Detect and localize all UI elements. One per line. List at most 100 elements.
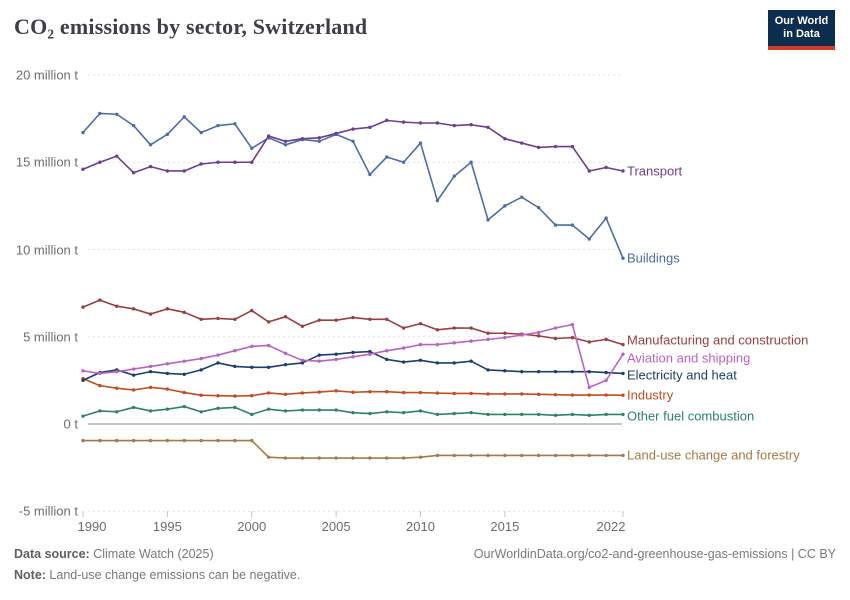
data-point[interactable] — [486, 125, 490, 130]
data-point[interactable] — [115, 410, 119, 414]
data-point[interactable] — [385, 357, 389, 362]
data-point[interactable] — [553, 392, 558, 397]
data-point[interactable] — [81, 167, 85, 171]
data-point[interactable] — [604, 393, 608, 397]
data-point[interactable] — [368, 352, 372, 356]
data-point[interactable] — [266, 455, 271, 459]
data-point[interactable] — [98, 409, 102, 413]
data-point[interactable] — [452, 361, 456, 365]
data-point[interactable] — [587, 237, 591, 241]
data-point[interactable] — [536, 330, 541, 335]
data-point[interactable] — [334, 456, 338, 460]
data-point[interactable] — [520, 141, 524, 145]
data-point[interactable] — [115, 112, 119, 116]
data-point[interactable] — [570, 412, 575, 417]
data-point[interactable] — [604, 337, 608, 342]
data-point[interactable] — [216, 361, 220, 365]
data-point[interactable] — [233, 349, 237, 353]
data-point[interactable] — [503, 412, 507, 417]
data-point[interactable] — [148, 164, 153, 169]
data-point[interactable] — [536, 392, 541, 397]
data-point[interactable] — [604, 378, 608, 383]
series-label-land-use-change-and-forestry[interactable]: Land-use change and forestry — [627, 447, 800, 463]
data-point[interactable] — [131, 373, 136, 377]
data-point[interactable] — [98, 438, 102, 443]
data-point[interactable] — [148, 438, 153, 443]
data-point[interactable] — [520, 453, 524, 458]
data-point[interactable] — [536, 205, 541, 210]
data-point[interactable] — [300, 324, 305, 328]
data-point[interactable] — [587, 393, 591, 397]
data-point[interactable] — [233, 317, 237, 321]
data-point[interactable] — [536, 334, 541, 338]
data-point[interactable] — [570, 453, 575, 458]
data-point[interactable] — [503, 136, 507, 141]
data-point[interactable] — [148, 143, 153, 147]
data-point[interactable] — [418, 390, 423, 395]
data-point[interactable] — [233, 405, 237, 410]
data-point[interactable] — [621, 256, 625, 260]
data-point[interactable] — [368, 125, 372, 130]
data-point[interactable] — [486, 331, 490, 335]
data-point[interactable] — [81, 378, 85, 383]
series-label-other-fuel-combustion[interactable]: Other fuel combustion — [627, 408, 755, 424]
data-point[interactable] — [401, 360, 406, 364]
data-point[interactable] — [115, 154, 119, 158]
data-point[interactable] — [98, 160, 102, 164]
data-point[interactable] — [233, 438, 237, 443]
data-point[interactable] — [250, 308, 254, 313]
series-line-manufacturing-and-construction[interactable] — [82, 299, 624, 346]
data-point[interactable] — [587, 385, 591, 390]
data-point[interactable] — [604, 216, 608, 220]
data-point[interactable] — [115, 369, 119, 374]
data-point[interactable] — [250, 365, 254, 369]
series-line-buildings[interactable] — [82, 112, 624, 259]
data-point[interactable] — [351, 456, 355, 460]
data-point[interactable] — [334, 352, 338, 356]
data-point[interactable] — [418, 455, 423, 459]
data-point[interactable] — [486, 218, 490, 222]
data-point[interactable] — [452, 411, 456, 416]
data-point[interactable] — [570, 144, 575, 149]
data-point[interactable] — [300, 391, 305, 395]
data-point[interactable] — [418, 141, 423, 145]
data-point[interactable] — [520, 412, 524, 417]
data-point[interactable] — [401, 456, 406, 460]
data-point[interactable] — [503, 369, 507, 373]
data-point[interactable] — [283, 314, 288, 319]
data-point[interactable] — [199, 410, 203, 414]
data-point[interactable] — [469, 359, 473, 363]
data-point[interactable] — [469, 160, 473, 164]
data-point[interactable] — [621, 453, 625, 458]
owid-logo[interactable]: Our World in Data — [768, 10, 835, 50]
data-point[interactable] — [266, 391, 271, 395]
data-point[interactable] — [334, 357, 338, 362]
data-point[interactable] — [216, 160, 220, 164]
data-point[interactable] — [452, 174, 456, 178]
data-point[interactable] — [216, 406, 220, 410]
data-point[interactable] — [250, 160, 254, 164]
data-point[interactable] — [553, 326, 558, 330]
data-point[interactable] — [503, 392, 507, 396]
data-point[interactable] — [503, 335, 507, 340]
data-point[interactable] — [250, 412, 254, 417]
data-point[interactable] — [469, 453, 473, 458]
data-point[interactable] — [250, 344, 254, 349]
data-point[interactable] — [283, 362, 288, 367]
data-point[interactable] — [182, 115, 186, 119]
data-point[interactable] — [536, 369, 541, 374]
data-point[interactable] — [621, 412, 625, 417]
data-point[interactable] — [553, 144, 558, 149]
data-point[interactable] — [283, 351, 288, 356]
data-point[interactable] — [98, 111, 102, 116]
data-point[interactable] — [165, 371, 170, 376]
data-point[interactable] — [570, 393, 575, 397]
data-point[interactable] — [148, 369, 153, 374]
data-point[interactable] — [199, 162, 203, 166]
data-point[interactable] — [385, 410, 389, 414]
data-point[interactable] — [266, 365, 271, 369]
data-point[interactable] — [520, 333, 524, 337]
data-point[interactable] — [553, 453, 558, 458]
data-point[interactable] — [81, 305, 85, 309]
